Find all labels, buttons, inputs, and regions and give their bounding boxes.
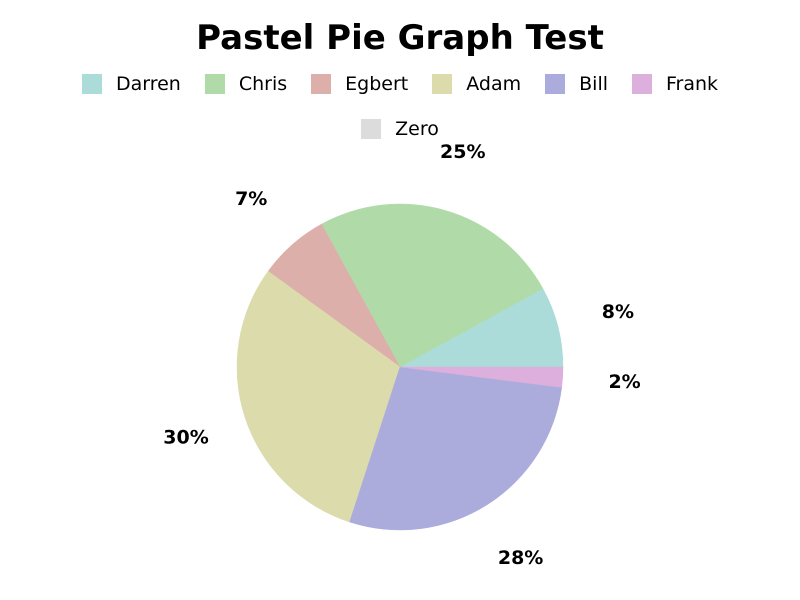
legend-label-egbert: Egbert (345, 73, 409, 95)
legend-item-adam: Adam (432, 70, 521, 98)
legend-row-2: Zero (0, 115, 800, 143)
legend-swatch-adam (432, 74, 453, 94)
legend-swatch-frank (632, 74, 652, 94)
chart-title: Pastel Pie Graph Test (196, 18, 604, 58)
legend-item-bill: Bill (545, 70, 608, 98)
legend-item-chris: Chris (204, 70, 288, 98)
legend-label-bill: Bill (579, 73, 608, 95)
legend-swatch-zero (361, 119, 382, 139)
legend-swatch-egbert (311, 74, 332, 94)
legend-swatch-chris (204, 74, 225, 94)
legend-item-frank: Frank (632, 70, 718, 98)
pie-slice-frank (399, 366, 564, 388)
legend-item-darren: Darren (81, 70, 181, 98)
legend-label-frank: Frank (666, 73, 719, 95)
legend-label-adam: Adam (466, 73, 522, 95)
legend-label-zero: Zero (395, 118, 439, 140)
legend-row-1: Darren Chris Egbert Adam Bill Frank (0, 70, 800, 98)
slice-label-bill: 28% (498, 547, 543, 569)
legend-swatch-darren (81, 74, 102, 94)
legend-item-egbert: Egbert (311, 70, 408, 98)
slice-label-chris: 25% (440, 141, 485, 163)
chart-legend: Darren Chris Egbert Adam Bill Frank Zero (0, 70, 800, 160)
legend-item-zero: Zero (361, 115, 439, 143)
slice-label-adam: 30% (163, 427, 208, 449)
legend-label-chris: Chris (238, 73, 288, 95)
legend-swatch-bill (545, 74, 566, 94)
slice-label-darren: 8% (602, 301, 634, 323)
legend-label-darren: Darren (115, 73, 181, 95)
pie-slice-chris (321, 203, 544, 368)
pie-slice-adam (236, 270, 401, 523)
pie-slice-bill (349, 366, 562, 531)
slice-label-frank: 2% (608, 371, 640, 393)
slice-label-egbert: 7% (235, 188, 267, 210)
